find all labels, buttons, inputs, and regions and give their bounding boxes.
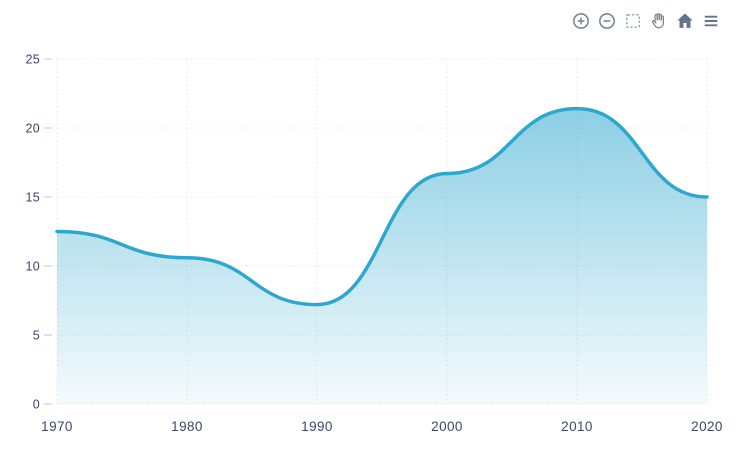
- x-axis-label: 1990: [301, 419, 333, 434]
- area-series-line: [55, 106, 709, 307]
- y-axis-label: 10: [25, 260, 40, 274]
- zoom-in-icon[interactable]: [570, 10, 591, 31]
- zoom-out-icon[interactable]: [596, 10, 617, 31]
- x-axis-label: 2010: [561, 419, 593, 434]
- y-axis-label: 0: [33, 398, 40, 412]
- x-axis-label: 1970: [41, 419, 73, 434]
- x-axis-label: 1980: [171, 419, 203, 434]
- y-axis-label: 15: [25, 191, 40, 205]
- area-series-fill: [57, 108, 707, 404]
- x-axis-label: 2020: [691, 419, 723, 434]
- pan-icon[interactable]: [648, 10, 669, 31]
- selection-icon[interactable]: [622, 10, 643, 31]
- x-axis-label: 2000: [431, 419, 463, 434]
- home-icon[interactable]: [674, 10, 695, 31]
- menu-icon[interactable]: [700, 10, 721, 31]
- y-axis-label: 5: [33, 329, 40, 343]
- y-axis-label: 20: [25, 122, 40, 136]
- y-axis-label: 25: [25, 53, 40, 67]
- chart-toolbar: [570, 10, 721, 31]
